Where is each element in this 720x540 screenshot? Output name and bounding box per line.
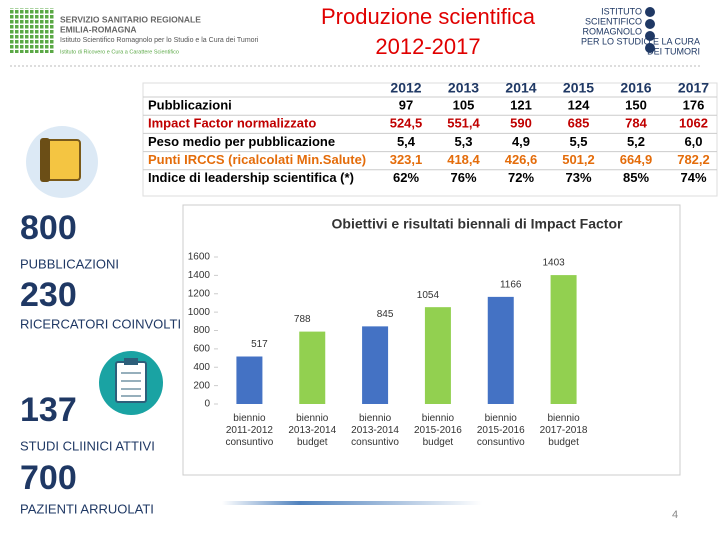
table-cell: 176 <box>683 97 705 112</box>
table-frame <box>142 82 718 197</box>
table-header: 2014 <box>505 80 536 96</box>
row-label: Pubblicazioni <box>148 97 232 112</box>
row-label: Punti IRCCS (ricalcolati Min.Salute) <box>148 152 366 167</box>
stat-value: 137 <box>20 391 77 429</box>
chart-title: Obiettivi e risultati biennali di Impact… <box>332 216 623 232</box>
logo-text: PER LO STUDIO E LA CURA <box>581 36 700 46</box>
row-label: Impact Factor normalizzato <box>148 116 316 131</box>
value-label: 788 <box>294 314 311 325</box>
bar <box>299 331 326 404</box>
bar <box>550 275 577 404</box>
bar <box>362 326 389 404</box>
y-tick-label: 600 <box>193 344 210 355</box>
table-header: 2013 <box>448 80 479 96</box>
table-cell: 74% <box>680 170 706 185</box>
table-cell: 76% <box>450 170 476 185</box>
table-cell: 62% <box>393 170 419 185</box>
title: Produzione scientifica <box>321 4 536 29</box>
table-cell: 5,4 <box>397 134 416 149</box>
table-cell: 5,3 <box>454 134 472 149</box>
stat-value: 230 <box>20 276 77 314</box>
table-cell: 5,5 <box>569 134 587 149</box>
stat-value: 800 <box>20 209 77 247</box>
y-tick-label: 1600 <box>188 252 211 263</box>
table-cell: 5,2 <box>627 134 645 149</box>
y-tick-label: 1200 <box>188 288 211 299</box>
table-header: 2015 <box>563 80 594 96</box>
stat-label: PUBBLICAZIONI <box>20 256 119 271</box>
table-header: 2017 <box>678 80 709 96</box>
table-cell: 590 <box>510 116 532 131</box>
logo-text: Istituto di Ricovero e Cura a Carattere … <box>60 49 179 55</box>
table-cell: 97 <box>399 97 413 112</box>
value-label: 1054 <box>417 290 440 301</box>
table-cell: 124 <box>568 97 590 112</box>
clipboard-icon <box>115 358 147 403</box>
table-cell: 6,0 <box>684 134 702 149</box>
table-cell: 782,2 <box>677 152 710 167</box>
title: 2012-2017 <box>375 34 480 59</box>
stat-value: 700 <box>20 459 77 497</box>
table-cell: 784 <box>625 116 647 131</box>
x-tick-label: biennio 2015-2016 budget <box>414 413 462 448</box>
x-tick-label: biennio 2013-2014 consuntivo <box>351 413 399 448</box>
stat-label: PAZIENTI ARRUOLATI <box>20 501 154 516</box>
table-cell: 685 <box>568 116 590 131</box>
value-label: 1166 <box>500 280 522 291</box>
bar <box>424 307 451 404</box>
x-tick-label: biennio 2013-2014 budget <box>288 413 336 448</box>
y-tick-label: 800 <box>193 325 210 336</box>
y-tick-label: 1000 <box>188 307 211 318</box>
footer-rule <box>222 501 482 505</box>
x-tick-label: biennio 2017-2018 budget <box>540 413 588 448</box>
table-cell: 121 <box>510 97 532 112</box>
logo-text: ISTITUTO <box>601 6 642 16</box>
row-label: Indice di leadership scientifica (*) <box>148 170 354 185</box>
table-cell: 4,9 <box>512 134 530 149</box>
table-cell: 551,4 <box>447 116 480 131</box>
logo-text: ROMAGNOLO <box>582 26 642 36</box>
page-number: 4 <box>672 509 678 521</box>
table-cell: 664,9 <box>620 152 653 167</box>
table-cell: 426,6 <box>505 152 538 167</box>
logo-text: SCIENTIFICO <box>585 16 642 26</box>
bar <box>236 356 263 404</box>
right-logo-mark <box>645 7 655 53</box>
row-label: Peso medio per pubblicazione <box>148 134 335 149</box>
table-cell: 73% <box>565 170 591 185</box>
stat-label: RICERCATORI COINVOLTI <box>20 316 181 331</box>
table-cell: 150 <box>625 97 647 112</box>
x-tick-label: biennio 2011-2012 consuntivo <box>226 413 274 448</box>
value-label: 845 <box>377 309 394 320</box>
bar <box>487 296 514 404</box>
logo-text: EMILIA-ROMAGNA <box>60 24 137 34</box>
y-tick-label: 0 <box>204 399 210 410</box>
table-cell: 105 <box>453 97 475 112</box>
value-label: 1403 <box>542 258 565 269</box>
logo-mark <box>10 8 55 53</box>
table-cell: 501,2 <box>562 152 595 167</box>
table-cell: 72% <box>508 170 534 185</box>
y-tick-label: 200 <box>193 380 210 391</box>
table-cell: 1062 <box>679 116 708 131</box>
stat-label: STUDI CLIINICI ATTIVI <box>20 438 155 453</box>
table-header: 2016 <box>620 80 651 96</box>
x-tick-label: biennio 2015-2016 consuntivo <box>477 413 525 448</box>
logo-text: SERVIZIO SANITARIO REGIONALE <box>60 14 201 24</box>
y-tick-label: 1400 <box>188 270 211 281</box>
logo-text: Istituto Scientifico Romagnolo per lo St… <box>60 37 259 44</box>
value-label: 517 <box>251 339 268 350</box>
y-tick-label: 400 <box>193 362 210 373</box>
table-cell: 323,1 <box>390 152 423 167</box>
table-header: 2012 <box>390 80 421 96</box>
table-cell: 85% <box>623 170 649 185</box>
table-cell: 524,5 <box>390 116 423 131</box>
table-cell: 418,4 <box>447 152 480 167</box>
logo-text: DEI TUMORI <box>647 46 700 56</box>
book-icon <box>40 138 81 182</box>
